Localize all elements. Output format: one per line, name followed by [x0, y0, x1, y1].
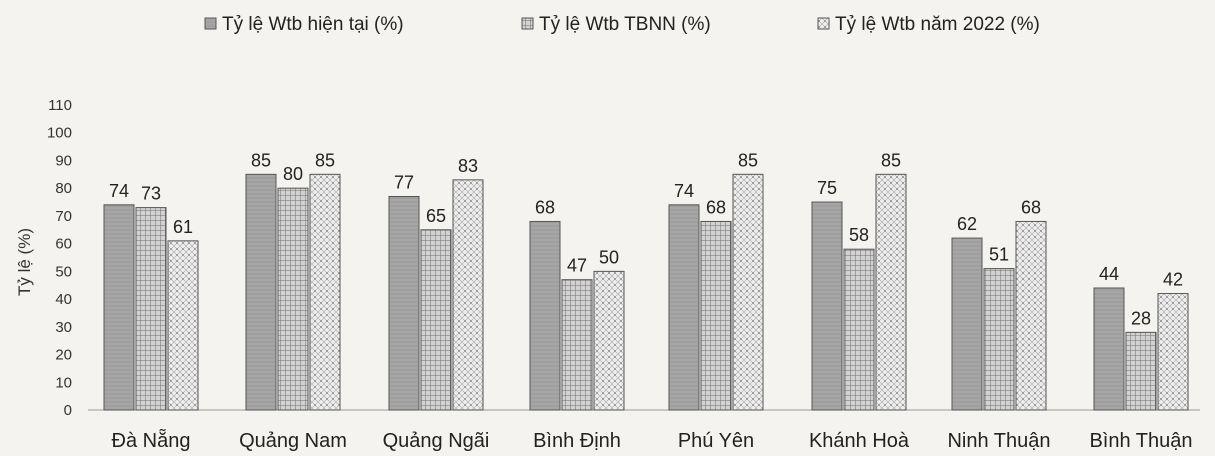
legend: Tỷ lệ Wtb hiện tại (%) Tỷ lệ Wtb TBNN (%)… [204, 14, 1040, 35]
category-label: Khánh Hoà [809, 430, 910, 452]
bar [1125, 331, 1157, 411]
bar [1015, 220, 1047, 411]
data-label: 50 [599, 247, 619, 267]
bar [388, 196, 420, 411]
data-label: 85 [881, 150, 901, 170]
category-label: Ninh Thuận [947, 430, 1050, 452]
y-tick-label: 40 [55, 291, 72, 308]
legend-swatch [521, 17, 534, 30]
bar [135, 207, 167, 411]
category-labels: Đà Nẵng Quảng Nam Quảng Ngãi Bình Định Phú Y… [112, 429, 1193, 452]
y-tick-label: 50 [55, 263, 72, 280]
legend-swatch [204, 17, 217, 30]
data-label: 73 [141, 184, 161, 204]
data-label: 65 [426, 206, 446, 226]
data-label: 61 [173, 217, 193, 237]
y-tick-label: 70 [55, 208, 72, 225]
data-label: 62 [957, 214, 977, 234]
bar [309, 173, 341, 411]
data-label: 58 [849, 225, 869, 245]
bar [103, 204, 135, 411]
bar [561, 279, 593, 411]
data-label: 68 [1021, 197, 1041, 217]
data-label: 85 [738, 150, 758, 170]
data-labels: 74 73 61 85 80 85 77 65 83 68 47 50 74 68 85 75 58 85 62 51… [109, 150, 1183, 328]
bar [420, 229, 452, 411]
data-label: 42 [1163, 270, 1183, 290]
bar [452, 179, 484, 411]
bar [277, 187, 309, 411]
data-label: 44 [1099, 264, 1119, 284]
category-label: Phú Yên [678, 430, 754, 452]
data-label: 85 [315, 150, 335, 170]
legend-label: Tỷ lệ Wtb hiện tại (%) [222, 14, 404, 35]
bar [593, 270, 625, 411]
bar [875, 173, 907, 411]
bars [103, 173, 1189, 411]
bar [529, 220, 561, 411]
bar [732, 173, 764, 411]
bar [245, 173, 277, 411]
y-tick-label: 100 [47, 125, 72, 142]
y-tick-label: 0 [64, 402, 72, 419]
y-axis-label: Tỷ lệ (%) [15, 228, 34, 296]
data-label: 80 [283, 164, 303, 184]
y-tick-label: 110 [48, 97, 72, 114]
category-label: Bình Định [533, 430, 621, 452]
data-label: 28 [1131, 308, 1151, 328]
bar [951, 237, 983, 411]
data-label: 68 [535, 197, 555, 217]
bar [167, 240, 199, 411]
category-label: Quảng Ngãi [383, 430, 490, 452]
y-tick-label: 10 [55, 374, 72, 391]
bar [1093, 287, 1125, 411]
data-label: 47 [567, 256, 587, 276]
y-tick-label: 80 [55, 180, 72, 197]
y-axis: 0 10 20 30 40 50 60 70 80 90 100 110 [47, 97, 72, 419]
legend-label: Tỷ lệ Wtb TBNN (%) [539, 14, 711, 35]
bar [983, 268, 1015, 411]
category-label: Quảng Nam [239, 430, 347, 452]
bar [700, 220, 732, 411]
category-label: Bình Thuận [1089, 430, 1192, 452]
y-tick-label: 20 [55, 347, 72, 364]
y-tick-label: 30 [55, 319, 72, 336]
y-tick-label: 60 [55, 236, 72, 253]
data-label: 74 [109, 181, 129, 201]
bar [811, 201, 843, 411]
bar [1157, 293, 1189, 411]
data-label: 77 [394, 173, 414, 193]
bar [843, 248, 875, 411]
data-label: 68 [706, 197, 726, 217]
legend-label: Tỷ lệ Wtb năm 2022 (%) [835, 14, 1040, 35]
data-label: 74 [674, 181, 694, 201]
y-tick-label: 90 [55, 152, 72, 169]
data-label: 85 [251, 150, 271, 170]
data-label: 75 [817, 178, 837, 198]
bar [668, 204, 700, 411]
data-label: 51 [989, 245, 1009, 265]
legend-swatch [817, 17, 830, 30]
data-label: 83 [458, 156, 478, 176]
category-label: Đà Nẵng [112, 429, 191, 452]
